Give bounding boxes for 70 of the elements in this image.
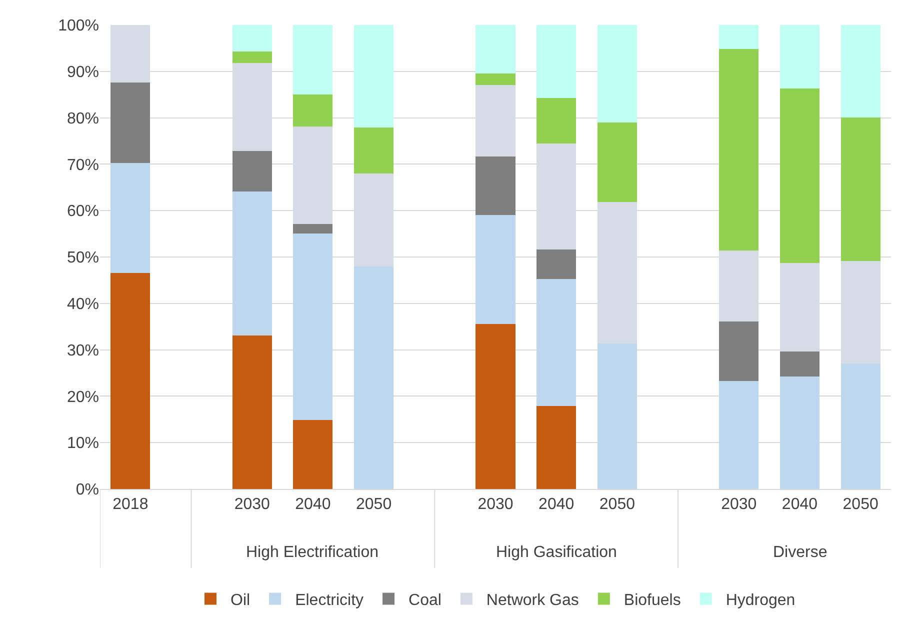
bar — [719, 49, 759, 250]
y-tick-label: 60% — [66, 203, 99, 220]
x-tick-label: 2040 — [538, 496, 574, 514]
y-tick-label: 40% — [66, 296, 99, 313]
bar — [780, 25, 820, 89]
bar — [354, 128, 394, 174]
bar — [232, 335, 272, 489]
y-tick-label: 50% — [66, 250, 99, 267]
bar — [232, 192, 272, 336]
text: High Gasification — [496, 544, 617, 561]
y-tick-label: 100% — [58, 18, 99, 35]
bar — [293, 224, 333, 234]
x-tick-label: 2050 — [356, 496, 392, 514]
y-tick-label: 10% — [66, 435, 99, 452]
bar — [780, 352, 820, 377]
y-tick-label: 30% — [66, 342, 99, 360]
bar — [476, 73, 516, 85]
x-tick-label: 2030 — [478, 496, 514, 514]
bar — [840, 25, 880, 118]
bar — [536, 25, 576, 98]
x-tick-label: 2050 — [842, 496, 878, 514]
bar — [719, 322, 759, 381]
bar — [293, 94, 333, 127]
bar — [110, 272, 150, 489]
legend-label: Hydrogen — [726, 592, 796, 609]
bar — [476, 25, 516, 74]
bar — [780, 376, 820, 489]
x-tick-label: 2030 — [234, 496, 270, 514]
bar — [840, 117, 880, 262]
bar — [536, 406, 576, 489]
bar — [536, 250, 576, 279]
bar — [354, 266, 394, 489]
legend-label: Coal — [408, 592, 442, 609]
y-tick-label: 20% — [66, 388, 99, 406]
x-tick-label: 2030 — [721, 496, 757, 514]
x-tick-label: 2018 — [112, 496, 148, 514]
bar — [719, 25, 759, 50]
bar — [840, 364, 880, 489]
bar — [354, 25, 394, 128]
bar — [232, 151, 272, 192]
legend-label: Oil — [230, 592, 250, 609]
bar — [597, 122, 637, 202]
text: Diverse — [773, 544, 828, 561]
bar — [293, 420, 333, 489]
bar — [536, 98, 576, 144]
bar — [476, 215, 516, 324]
legend-label: Network Gas — [486, 592, 579, 609]
y-tick-label: 70% — [66, 156, 99, 174]
bar — [232, 25, 272, 52]
legend-label: Biofuels — [624, 592, 681, 609]
x-tick-label: 2040 — [782, 496, 818, 514]
bar — [597, 343, 637, 489]
bar — [536, 278, 576, 406]
bar — [597, 25, 637, 122]
bar — [293, 25, 333, 95]
bar — [110, 82, 150, 163]
bar — [293, 233, 333, 420]
y-tick-label: 0% — [76, 482, 99, 499]
bar — [232, 51, 272, 64]
bar — [110, 162, 150, 273]
bar — [476, 156, 516, 216]
legend-label: Electricity — [295, 592, 364, 609]
bar — [719, 380, 759, 489]
y-tick-label: 80% — [66, 110, 99, 128]
x-tick-label: 2050 — [599, 496, 636, 514]
text: High Electrification — [246, 544, 378, 561]
y-tick-label: 90% — [66, 64, 99, 81]
bar — [780, 88, 820, 264]
bar — [476, 324, 516, 489]
x-tick-label: 2040 — [295, 496, 331, 514]
